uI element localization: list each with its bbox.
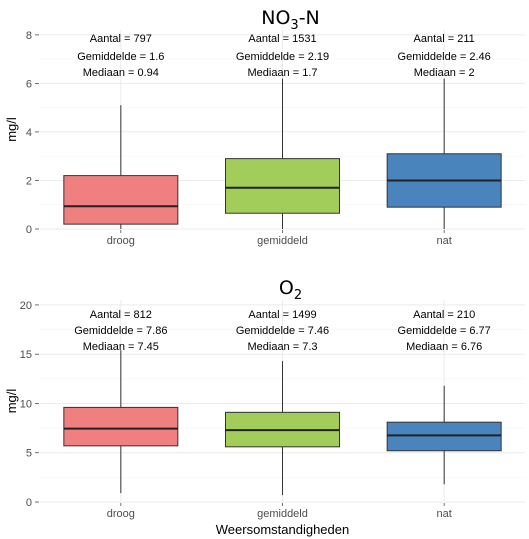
y-tick-label: 5 — [26, 448, 32, 460]
box-gemiddeld — [225, 158, 340, 214]
y-tick-label: 0 — [26, 497, 32, 509]
y-tick-label: 20 — [20, 300, 32, 312]
stat-annotation: Mediaan = 1.7 — [247, 67, 317, 79]
stat-annotation: Gemiddelde = 7.46 — [236, 325, 329, 337]
y-tick-label: 6 — [26, 78, 32, 90]
y-tick-label: 4 — [26, 127, 32, 139]
title-tail: -N — [299, 7, 320, 29]
y-axis-label: mg/l — [4, 389, 19, 414]
y-tick-label: 15 — [20, 349, 32, 361]
stat-annotation: Mediaan = 2 — [414, 67, 475, 79]
title-subscript: 2 — [294, 288, 302, 303]
stat-annotation: Aantal = 797 — [90, 33, 152, 45]
y-axis-label: mg/l — [4, 117, 19, 142]
title-subscript: 3 — [290, 18, 298, 33]
stat-annotation: Mediaan = 6.76 — [406, 341, 482, 353]
stat-annotation: Aantal = 210 — [413, 309, 475, 321]
y-tick-label: 0 — [26, 224, 32, 236]
y-tick-label: 8 — [26, 30, 32, 42]
box-nat — [386, 421, 502, 452]
x-tick-label: nat — [437, 508, 452, 520]
stat-annotation: Gemiddelde = 7.86 — [74, 325, 167, 337]
y-tick-label: 2 — [26, 175, 32, 187]
title-main: NO — [261, 7, 290, 29]
title-main: O — [279, 277, 294, 299]
box-droog — [63, 406, 179, 447]
stat-annotation: Mediaan = 7.3 — [247, 341, 317, 353]
x-tick-label: droog — [107, 508, 135, 520]
stat-annotation: Gemiddelde = 2.46 — [398, 51, 491, 63]
y-tick-label: 10 — [20, 398, 32, 410]
stat-annotation: Aantal = 1499 — [248, 309, 316, 321]
no3n-panel: NO3-N 0 2 4 6 8 mg/l droog gemiddeld nat Aantal = … — [4, 7, 525, 247]
stat-annotation: Mediaan = 7.45 — [83, 341, 159, 353]
stat-annotation: Gemiddelde = 1.6 — [77, 51, 164, 63]
x-tick-label: gemiddeld — [257, 235, 308, 247]
panel-title: NO3-N — [261, 7, 320, 33]
stat-annotation: Aantal = 812 — [90, 309, 152, 321]
x-tick-label: droog — [107, 235, 135, 247]
x-axis-label: Weersomstandigheden — [216, 522, 349, 537]
stat-annotation: Mediaan = 0.94 — [83, 67, 159, 79]
x-tick-label: nat — [437, 235, 452, 247]
panel-title: O2 — [279, 277, 302, 303]
stat-annotation: Gemiddelde = 6.77 — [398, 325, 491, 337]
stat-annotation: Aantal = 211 — [414, 33, 475, 45]
stat-annotation: Aantal = 1531 — [248, 33, 316, 45]
box-droog — [63, 175, 179, 225]
stat-annotation: Gemiddelde = 2.19 — [236, 51, 329, 63]
x-tick-label: gemiddeld — [257, 508, 308, 520]
